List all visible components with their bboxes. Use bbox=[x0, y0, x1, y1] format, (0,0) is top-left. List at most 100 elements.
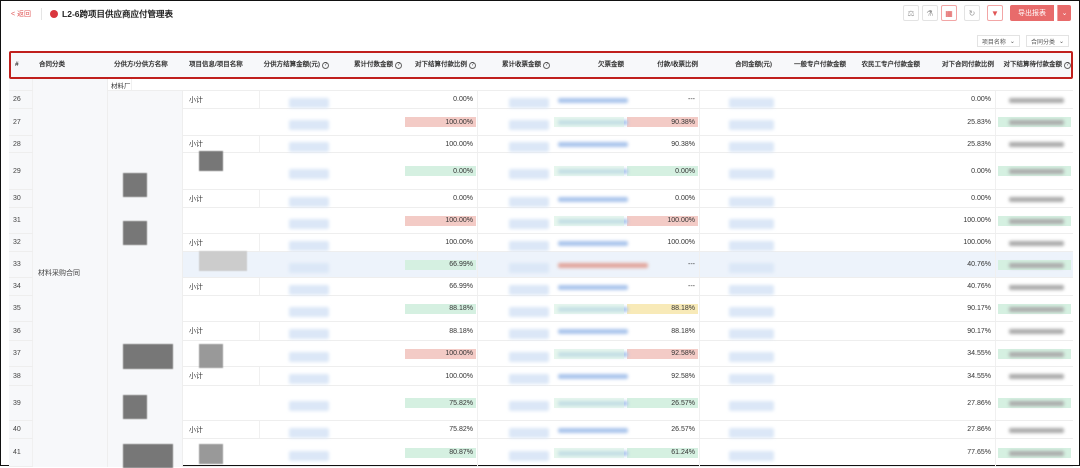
column-header[interactable]: # bbox=[11, 53, 35, 77]
settlement-payment-ratio-value: 0.00% bbox=[453, 96, 473, 103]
column-header[interactable]: 对下结算付款比例? bbox=[406, 53, 480, 77]
help-icon[interactable]: ? bbox=[1064, 61, 1071, 69]
table-row[interactable]: 37 100.00% 92.58% 34.55% bbox=[9, 341, 1073, 367]
blurred-value bbox=[1009, 218, 1064, 224]
blurred-value bbox=[558, 427, 628, 433]
contract-payment-ratio-value: 77.65% bbox=[967, 449, 991, 456]
highlight bbox=[627, 117, 698, 127]
blurred-value bbox=[729, 262, 774, 273]
export-report-button[interactable]: 导出报表 bbox=[1010, 5, 1054, 21]
subtotal-label: 小计 bbox=[187, 136, 260, 152]
blurred-value bbox=[558, 284, 628, 290]
contract-payment-ratio: 90.17% bbox=[922, 296, 996, 321]
blurred-value bbox=[1009, 196, 1064, 202]
highlight bbox=[627, 303, 698, 314]
row-number: 35 bbox=[9, 296, 33, 321]
table-row[interactable]: 29 0.00% 0.00% 0.00% bbox=[9, 153, 1073, 190]
trend-view-icon[interactable]: ⚗ bbox=[922, 5, 938, 21]
blurred-value bbox=[729, 284, 774, 295]
redacted-image bbox=[199, 444, 223, 464]
contract-payment-ratio: 34.55% bbox=[922, 341, 996, 366]
table-row[interactable]: 31 100.00% 100.00% 100.00% bbox=[9, 208, 1073, 234]
help-icon[interactable]: ? bbox=[395, 61, 402, 69]
highlight bbox=[554, 260, 624, 270]
blurred-value bbox=[1009, 374, 1064, 379]
settlement-payment-ratio-value: 66.99% bbox=[449, 261, 473, 268]
subtotal-label: 小计 bbox=[187, 190, 260, 207]
table-row[interactable]: 32 小计 100.00% 100.00% 100.00% bbox=[9, 234, 1073, 252]
column-header[interactable]: 对下合同付款比例 bbox=[924, 53, 998, 77]
settlement-payment-ratio: 100.00% bbox=[404, 136, 478, 152]
payment-invoice-ratio-value: 61.24% bbox=[671, 449, 695, 456]
settlement-payment-ratio-value: 75.82% bbox=[449, 399, 473, 407]
row-number: 41 bbox=[9, 439, 33, 466]
highlight bbox=[405, 303, 476, 314]
filter-project-name[interactable]: 项目名称 ⌄ bbox=[976, 35, 1020, 47]
table-row[interactable]: 30 小计 0.00% 0.00% 0.00% bbox=[9, 190, 1073, 208]
table-row[interactable]: 34 小计 66.99% --- 40.76% bbox=[9, 278, 1073, 296]
table-row[interactable]: 35 88.18% 88.18% 90.17% bbox=[9, 296, 1073, 322]
settlement-payment-ratio: 88.18% bbox=[404, 296, 478, 321]
highlight bbox=[405, 348, 476, 359]
filter-contract-category[interactable]: 合同分类 ⌄ bbox=[1025, 35, 1069, 47]
column-header[interactable]: 分供方结算金额(元)? bbox=[258, 53, 333, 77]
table-row[interactable]: 38 小计 100.00% 92.58% 34.55% bbox=[9, 367, 1073, 386]
back-link[interactable]: < 返回 bbox=[11, 11, 32, 18]
payment-invoice-ratio: 90.38% bbox=[626, 136, 700, 152]
settlement-payment-ratio-value: 75.82% bbox=[449, 426, 473, 433]
table-row[interactable]: 36 小计 88.18% 88.18% 90.17% bbox=[9, 322, 1073, 341]
blurred-value bbox=[289, 351, 329, 362]
column-header[interactable]: 累计收票金额? bbox=[480, 53, 554, 77]
blurred-value bbox=[729, 218, 774, 229]
blurred-value bbox=[729, 97, 774, 108]
column-header[interactable]: 合同分类 bbox=[35, 53, 110, 77]
table-row[interactable]: 26 小计 0.00% --- 0.00% bbox=[9, 91, 1073, 109]
table-view-icon[interactable]: ▦ bbox=[941, 5, 957, 21]
settlement-payment-ratio-value: 66.99% bbox=[449, 283, 473, 290]
chart-view-icon[interactable]: ⚖ bbox=[903, 5, 919, 21]
table-row[interactable]: 40 小计 75.82% 26.57% 27.86% bbox=[9, 421, 1073, 439]
subtotal-label: 小计 bbox=[187, 322, 260, 340]
subtotal-label: 小计 bbox=[187, 234, 260, 251]
column-header[interactable]: 农民工专户付款金额 bbox=[850, 53, 924, 77]
blurred-value bbox=[558, 97, 628, 103]
table-row[interactable]: 28 小计 100.00% 90.38% 25.83% bbox=[9, 136, 1073, 153]
row-number: 30 bbox=[9, 190, 33, 207]
row-number: 27 bbox=[9, 109, 33, 135]
redacted-image bbox=[123, 344, 173, 369]
blurred-value bbox=[558, 142, 628, 147]
contract-payment-ratio-value: 0.00% bbox=[971, 167, 991, 175]
redacted-image bbox=[199, 251, 247, 271]
blurred-value bbox=[509, 329, 549, 339]
column-header[interactable]: 合同金额(元) bbox=[702, 53, 776, 77]
column-header[interactable]: 对下结算待付款金额? bbox=[998, 53, 1075, 77]
settlement-payment-ratio: 0.00% bbox=[404, 91, 478, 108]
contract-payment-ratio-value: 0.00% bbox=[971, 96, 991, 103]
column-header[interactable]: 累计付数金额? bbox=[333, 53, 406, 77]
table-row[interactable]: 27 100.00% 90.38% 25.83% bbox=[9, 109, 1073, 136]
export-dropdown-chevron-icon[interactable]: ⌄ bbox=[1057, 5, 1071, 21]
column-header[interactable]: 分供方/分供方名称 bbox=[110, 53, 185, 77]
help-icon[interactable]: ? bbox=[543, 61, 550, 69]
payment-invoice-ratio-value: 26.57% bbox=[671, 426, 695, 433]
subtotal-label: 小计 bbox=[187, 91, 260, 108]
settlement-payment-ratio: 66.99% bbox=[404, 278, 478, 295]
blurred-value bbox=[1009, 97, 1064, 103]
column-header-label: 分供方结算金额(元) bbox=[263, 61, 320, 68]
payment-invoice-ratio-value: 88.18% bbox=[671, 305, 695, 312]
column-header[interactable]: 欠票金额 bbox=[554, 53, 628, 77]
column-filters: 项目名称 ⌄ 合同分类 ⌄ bbox=[976, 35, 1069, 47]
table-row[interactable]: 39 75.82% 26.57% 27.86% bbox=[9, 386, 1073, 421]
filter-icon[interactable]: ▼ bbox=[987, 5, 1003, 21]
blurred-value bbox=[289, 240, 329, 251]
column-header[interactable]: 一般专户付款金额 bbox=[776, 53, 850, 77]
contract-payment-ratio-value: 40.76% bbox=[967, 283, 991, 290]
table-row[interactable]: 33 66.99% --- 40.76% bbox=[9, 252, 1073, 278]
help-icon[interactable]: ? bbox=[469, 61, 476, 69]
blurred-value bbox=[729, 374, 774, 384]
help-icon[interactable]: ? bbox=[322, 61, 329, 69]
refresh-icon[interactable]: ↻ bbox=[964, 5, 980, 21]
payment-invoice-ratio-value: 92.58% bbox=[671, 372, 695, 380]
column-header[interactable]: 项目信息/项目名称 bbox=[185, 53, 258, 77]
column-header[interactable]: 付款/收票比例 bbox=[628, 53, 702, 77]
